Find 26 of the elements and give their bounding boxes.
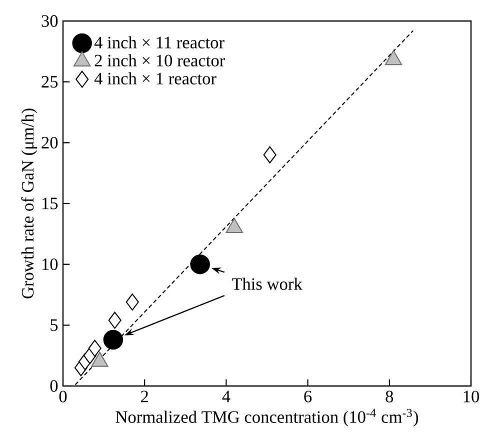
- legend-label: 4 inch × 1 reactor: [94, 72, 216, 84]
- point: [108, 312, 122, 329]
- point: [263, 146, 276, 164]
- y-tick-label: 5: [50, 319, 58, 331]
- y-tick-label: 20: [42, 136, 58, 149]
- y-tick-label: 10: [42, 258, 58, 270]
- legend-label: 4 inch × 11 reactor: [94, 36, 224, 48]
- annotation: This work: [232, 278, 302, 290]
- legend-label: 2 inch × 10 reactor: [94, 54, 226, 66]
- y-tick-label: 30: [42, 15, 58, 27]
- y-axis-title: Growth rate of GaN (μm/h): [21, 108, 38, 298]
- point: [103, 330, 124, 350]
- y-tick-label: 25: [42, 76, 58, 88]
- x-tick-label: 4: [222, 390, 230, 402]
- y-tick-label: 15: [42, 198, 58, 210]
- x-tick-label: 8: [386, 390, 394, 402]
- y-tick-label: 0: [50, 380, 58, 392]
- x-axis-title: Normalized TMG concentration (10$^{-4}$ cm$^{-3}$): [116, 408, 418, 426]
- point: [384, 50, 402, 66]
- x-tick-label: 0: [59, 390, 67, 402]
- point: [88, 340, 102, 357]
- point: [126, 294, 139, 311]
- point: [190, 254, 210, 274]
- x-tick-label: 6: [304, 390, 312, 402]
- x-tick-label: 10: [464, 390, 480, 402]
- x-tick-label: 2: [141, 390, 148, 402]
